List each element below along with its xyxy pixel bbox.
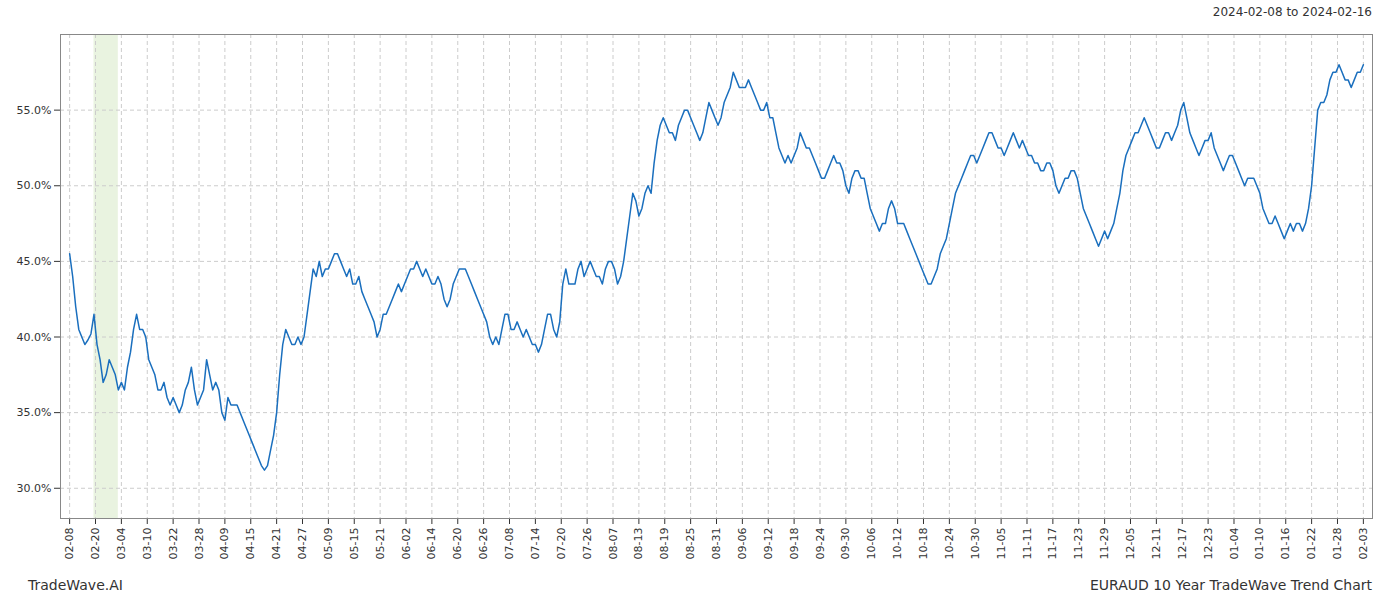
svg-text:10-24: 10-24 (943, 528, 956, 560)
html-text:EURAUD 10 Year TradeWave Trend: EURAUD 10 Year TradeWave Trend Chart (1089, 577, 1372, 593)
svg-text:50.0%: 50.0% (17, 179, 52, 192)
svg-text:04-21: 04-21 (270, 528, 283, 560)
svg-text:08-31: 08-31 (710, 528, 723, 560)
svg-text:08-13: 08-13 (632, 528, 645, 560)
svg-text:01-28: 01-28 (1331, 528, 1344, 560)
svg-text:07-14: 07-14 (529, 528, 542, 560)
svg-text:05-15: 05-15 (348, 528, 361, 560)
svg-text:08-19: 08-19 (658, 528, 671, 560)
svg-text:07-08: 07-08 (503, 528, 516, 560)
svg-text:11-17: 11-17 (1046, 528, 1059, 560)
svg-text:09-06: 09-06 (736, 528, 749, 560)
svg-text:04-15: 04-15 (244, 528, 257, 560)
svg-text:10-06: 10-06 (865, 528, 878, 560)
svg-text:09-24: 09-24 (814, 528, 827, 560)
svg-text:10-30: 10-30 (969, 528, 982, 560)
svg-text:12-11: 12-11 (1150, 528, 1163, 560)
svg-text:09-30: 09-30 (839, 528, 852, 560)
svg-text:45.0%: 45.0% (17, 255, 52, 268)
svg-text:11-29: 11-29 (1098, 528, 1111, 560)
svg-text:06-02: 06-02 (400, 528, 413, 560)
svg-text:40.0%: 40.0% (17, 331, 52, 344)
svg-text:05-09: 05-09 (322, 528, 335, 560)
svg-text:12-23: 12-23 (1202, 528, 1215, 560)
svg-text:08-25: 08-25 (684, 528, 697, 560)
svg-text:35.0%: 35.0% (17, 406, 52, 419)
svg-text:04-09: 04-09 (218, 528, 231, 560)
svg-text:07-20: 07-20 (555, 528, 568, 560)
svg-text:02-03: 02-03 (1357, 528, 1370, 560)
html-text:2024-02-08 to 2024-02-16: 2024-02-08 to 2024-02-16 (1212, 5, 1372, 19)
svg-text:01-10: 01-10 (1253, 528, 1266, 560)
svg-text:11-23: 11-23 (1072, 528, 1085, 560)
svg-text:10-18: 10-18 (917, 528, 930, 560)
svg-text:11-11: 11-11 (1021, 528, 1034, 560)
svg-text:03-22: 03-22 (167, 528, 180, 560)
svg-text:04-27: 04-27 (296, 528, 309, 560)
svg-text:12-17: 12-17 (1176, 528, 1189, 560)
svg-text:12-05: 12-05 (1124, 528, 1137, 560)
svg-text:01-22: 01-22 (1305, 528, 1318, 560)
svg-text:06-20: 06-20 (451, 528, 464, 560)
svg-text:55.0%: 55.0% (17, 104, 52, 117)
svg-text:03-04: 03-04 (115, 528, 128, 560)
svg-text:02-08: 02-08 (63, 528, 76, 560)
svg-text:08-07: 08-07 (607, 528, 620, 560)
svg-text:03-10: 03-10 (141, 528, 154, 560)
svg-text:10-12: 10-12 (891, 528, 904, 560)
svg-text:05-21: 05-21 (374, 528, 387, 560)
svg-text:30.0%: 30.0% (17, 482, 52, 495)
html-text:TradeWave.AI: TradeWave.AI (28, 577, 123, 593)
svg-text:01-16: 01-16 (1279, 528, 1292, 560)
svg-text:06-14: 06-14 (425, 528, 438, 560)
svg-text:02-20: 02-20 (89, 528, 102, 560)
svg-text:07-26: 07-26 (581, 528, 594, 560)
svg-text:03-28: 03-28 (193, 528, 206, 560)
svg-text:06-26: 06-26 (477, 528, 490, 560)
svg-text:09-12: 09-12 (762, 528, 775, 560)
svg-text:09-18: 09-18 (788, 528, 801, 560)
svg-text:01-04: 01-04 (1228, 528, 1241, 560)
svg-text:11-05: 11-05 (995, 528, 1008, 560)
